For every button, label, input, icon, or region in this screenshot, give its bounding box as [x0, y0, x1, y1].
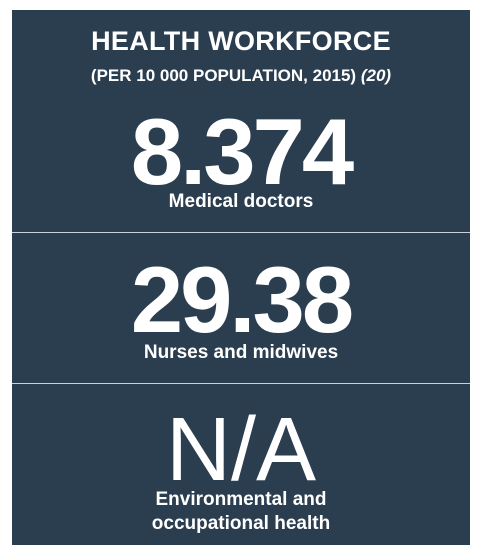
info-panel: HEALTH WORKFORCE (PER 10 000 POPULATION,… [12, 10, 470, 545]
separator [12, 383, 470, 384]
subtitle: (PER 10 000 POPULATION, 2015) (20) [12, 66, 470, 86]
title: HEALTH WORKFORCE [91, 26, 391, 56]
separator [12, 232, 470, 233]
stat-label: Nurses and midwives [143, 342, 339, 363]
stat-label: Medical doctors [168, 191, 314, 212]
subtitle-text: (PER 10 000 POPULATION, 2015) [90, 66, 357, 85]
reference: (20) [360, 66, 392, 85]
stat-value: 29.38 [130, 247, 354, 352]
stat-value: N/A [165, 400, 317, 500]
stat-label: Environmental and occupational health [151, 489, 331, 534]
stat-value: 8.374 [130, 99, 354, 204]
